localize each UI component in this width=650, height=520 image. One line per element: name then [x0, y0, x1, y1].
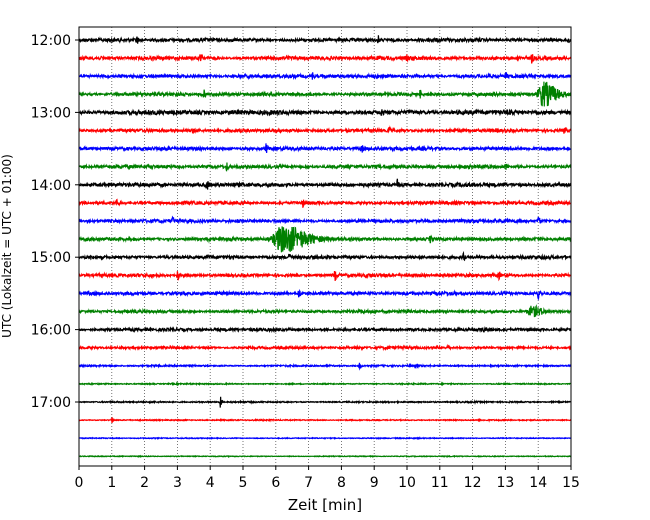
trace-1415: [78, 198, 572, 208]
x-tick-label: 0: [75, 475, 84, 491]
x-tick-label: 13: [496, 475, 514, 491]
x-tick-label: 14: [529, 475, 547, 491]
trace-1400: [78, 178, 572, 190]
trace-1530: [78, 288, 572, 301]
y-tick-label: 14:00: [31, 178, 71, 194]
trace-1645: [78, 381, 572, 387]
trace-1745: [78, 454, 572, 459]
y-tick-label: 13:00: [31, 105, 71, 121]
trace-1315: [78, 125, 572, 135]
x-tick-label: 1: [107, 475, 116, 491]
ticks-layer: 0 1 2 3 4 5 6 7 8 9 10 11 12 13 14 1512:0013:0014:0015:…: [31, 33, 580, 491]
trace-1300: [78, 108, 572, 117]
trace-1445: [78, 226, 572, 253]
trace-1700: [78, 396, 572, 408]
trace-1245: [78, 81, 572, 107]
trace-1200: [78, 35, 572, 44]
trace-1345: [78, 162, 572, 172]
x-tick-label: 2: [140, 475, 149, 491]
grid-layer: [111, 27, 539, 466]
trace-1515: [78, 271, 572, 282]
x-tick-label: 6: [271, 475, 280, 491]
x-axis-label: Zeit [min]: [288, 496, 362, 514]
x-tick-label: 9: [370, 475, 379, 491]
x-tick-label: 10: [398, 475, 416, 491]
x-tick-label: 11: [431, 475, 449, 491]
x-tick-label: 5: [239, 475, 248, 491]
trace-1600: [78, 325, 572, 334]
y-tick-label: 15:00: [31, 250, 71, 266]
x-tick-label: 7: [304, 475, 313, 491]
trace-1215: [78, 53, 572, 64]
plot-frame: [78, 26, 572, 467]
y-tick-label: 16:00: [31, 323, 71, 339]
y-axis-label: UTC (Lokalzeit = UTC + 01:00): [0, 154, 14, 338]
trace-1715: [78, 416, 572, 424]
y-tick-label: 17:00: [31, 395, 71, 411]
trace-1630: [78, 362, 572, 371]
x-tick-label: 15: [562, 475, 580, 491]
x-tick-label: 4: [206, 475, 215, 491]
trace-1330: [78, 143, 572, 153]
x-tick-label: 3: [173, 475, 182, 491]
trace-1730: [78, 436, 572, 441]
y-tick-label: 12:00: [31, 33, 71, 49]
trace-1500: [78, 250, 572, 262]
trace-1430: [78, 215, 572, 225]
x-tick-label: 12: [464, 475, 482, 491]
trace-1615: [78, 343, 572, 352]
traces-layer: [78, 35, 572, 459]
trace-1230: [78, 72, 572, 81]
x-tick-label: 8: [337, 475, 346, 491]
trace-1545: [78, 304, 572, 318]
